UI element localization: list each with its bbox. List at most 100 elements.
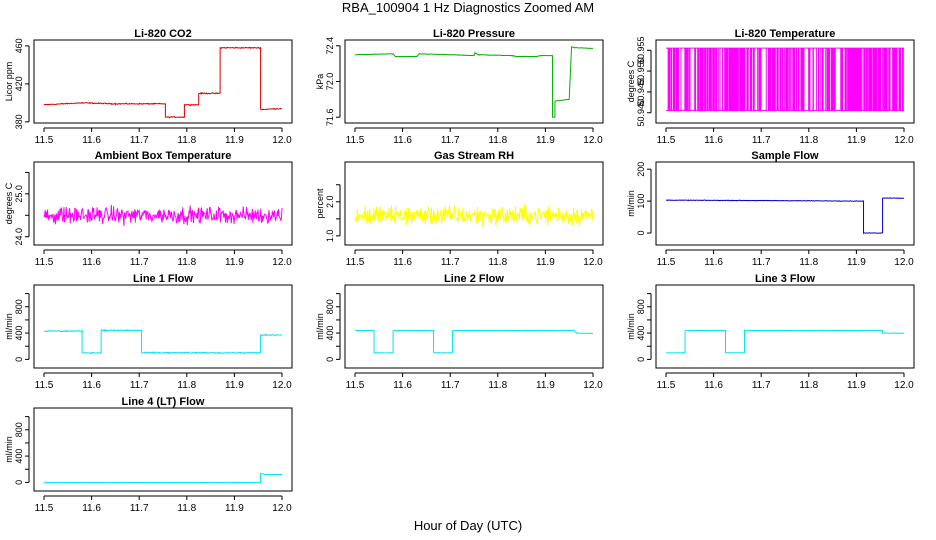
x-tick-label: 11.9 <box>536 257 555 268</box>
y-tick-label: 380 <box>14 114 24 129</box>
y-tick-label: 800 <box>636 299 646 314</box>
data-series <box>354 46 594 119</box>
panel-line-4-lt-flow: Line 4 (LT) Flow ml/min 11.5 11.6 11.7 11.8 11… <box>4 396 293 514</box>
x-tick-label: 11.9 <box>847 135 866 146</box>
x-tick-label: 11.8 <box>177 503 196 514</box>
x-tick-label: 11.6 <box>82 257 101 268</box>
x-tick-label: 12.0 <box>583 380 603 391</box>
y-tick-label: 0 <box>636 231 646 236</box>
y-tick-label: 24.0 <box>14 228 24 246</box>
y-tick-label: 400 <box>636 326 646 341</box>
x-tick-label: 11.6 <box>82 135 101 146</box>
x-tick-label: 11.5 <box>657 380 676 391</box>
x-tick-label: 11.9 <box>847 257 866 268</box>
x-tick-label: 11.6 <box>393 257 412 268</box>
panel-title: Sample Flow <box>751 150 819 162</box>
plot-frame <box>33 284 293 369</box>
y-axis-label: ml/min <box>4 436 14 463</box>
panel-title: Li-820 Pressure <box>433 28 515 40</box>
plot-frame <box>33 161 293 246</box>
x-tick-label: 11.5 <box>346 380 365 391</box>
x-tick-label: 11.6 <box>393 135 412 146</box>
x-tick-label: 11.6 <box>704 257 723 268</box>
y-tick-label: 72.0 <box>325 73 335 91</box>
y-axis-label: degrees C <box>4 182 14 224</box>
x-tick-label: 11.7 <box>752 380 771 391</box>
data-series <box>666 47 904 112</box>
y-tick-label: 50.950 <box>636 57 646 85</box>
plot-frame <box>344 284 604 369</box>
x-tick-label: 11.8 <box>177 380 196 391</box>
x-tick-label: 11.8 <box>488 380 507 391</box>
x-tick-label: 11.6 <box>393 380 412 391</box>
data-series <box>43 204 283 227</box>
panel-ambient-box-temperature: Ambient Box Temperature degrees C 11.5 11.6… <box>4 150 293 268</box>
x-tick-label: 11.8 <box>177 257 196 268</box>
panel-li-820-co2: Li-820 CO2 Licor ppm 11.5 11.6 11.7 11.8 11.9 1… <box>4 28 293 146</box>
panel-title: Line 4 (LT) Flow <box>122 396 205 408</box>
data-series <box>43 46 283 119</box>
x-tick-label: 11.5 <box>35 503 54 514</box>
x-tick-label: 11.6 <box>82 503 101 514</box>
plot-frame <box>655 39 915 124</box>
x-tick-label: 11.7 <box>441 135 460 146</box>
y-tick-label: 800 <box>14 299 24 314</box>
panel-title: Ambient Box Temperature <box>95 150 232 162</box>
panel-li-820-pressure: Li-820 Pressure kPa 11.5 11.6 11.7 11.8 11.9 12… <box>315 28 604 146</box>
data-series <box>43 472 283 484</box>
plot-frame <box>33 407 293 492</box>
x-tick-label: 12.0 <box>583 135 603 146</box>
x-tick-label: 11.5 <box>346 257 365 268</box>
x-tick-label: 11.5 <box>346 135 365 146</box>
y-tick-label: 25.0 <box>14 185 24 203</box>
x-tick-label: 12.0 <box>894 257 914 268</box>
x-tick-label: 12.0 <box>272 380 292 391</box>
panel-title: Li-820 CO2 <box>134 28 191 40</box>
x-tick-label: 11.6 <box>704 380 723 391</box>
x-tick-label: 11.8 <box>799 257 818 268</box>
y-axis-label: ml/min <box>626 190 636 217</box>
x-tick-label: 11.7 <box>130 380 149 391</box>
y-tick-label: 800 <box>325 299 335 314</box>
y-tick-label: 0 <box>14 480 24 485</box>
panel-gas-stream-rh: Gas Stream RH percent 11.5 11.6 11.7 11.8 11.9… <box>315 150 604 268</box>
x-tick-label: 11.5 <box>657 135 676 146</box>
y-tick-label: 100 <box>636 194 646 209</box>
plot-frame <box>655 284 915 369</box>
y-axis-label: ml/min <box>4 313 14 340</box>
x-tick-label: 11.5 <box>35 380 54 391</box>
data-series <box>665 329 905 354</box>
plot-frame <box>344 161 604 246</box>
y-tick-label: 200 <box>636 162 646 177</box>
x-tick-label: 11.7 <box>130 135 149 146</box>
panel-li-820-temperature: Li-820 Temperature degrees C 11.5 11.6 11.7 1… <box>626 28 915 146</box>
y-tick-label: 0 <box>14 357 24 362</box>
x-axis-label: Hour of Day (UTC) <box>413 518 523 533</box>
x-tick-label: 12.0 <box>272 135 292 146</box>
panel-title: Line 3 Flow <box>755 273 815 285</box>
x-tick-label: 11.6 <box>704 135 723 146</box>
y-tick-label: 1.0 <box>325 230 335 243</box>
panel-line-2-flow: Line 2 Flow ml/min 11.5 11.6 11.7 11.8 11.9 12.… <box>315 273 604 391</box>
y-axis-label: ml/min <box>626 313 636 340</box>
panel-line-3-flow: Line 3 Flow ml/min 11.5 11.6 11.7 11.8 11.9 12.… <box>626 273 915 391</box>
x-tick-label: 12.0 <box>583 257 603 268</box>
y-tick-label: 420 <box>14 76 24 91</box>
data-series <box>354 204 594 227</box>
figure-title: RBA_100904 1 Hz Diagnostics Zoomed AM <box>341 0 595 15</box>
x-tick-label: 11.5 <box>35 135 54 146</box>
x-tick-label: 11.8 <box>799 380 818 391</box>
x-tick-label: 11.9 <box>225 503 244 514</box>
y-tick-label: 400 <box>325 326 335 341</box>
y-tick-label: 800 <box>14 422 24 437</box>
x-tick-label: 11.6 <box>82 380 101 391</box>
y-axis-label: degrees C <box>626 60 636 102</box>
y-axis-label: ml/min <box>315 313 325 340</box>
panel-title: Line 2 Flow <box>444 273 504 285</box>
y-axis-label: percent <box>315 188 325 219</box>
plot-frame <box>33 39 293 124</box>
y-axis-label: Licor ppm <box>4 62 14 102</box>
y-tick-label: 0 <box>325 357 335 362</box>
